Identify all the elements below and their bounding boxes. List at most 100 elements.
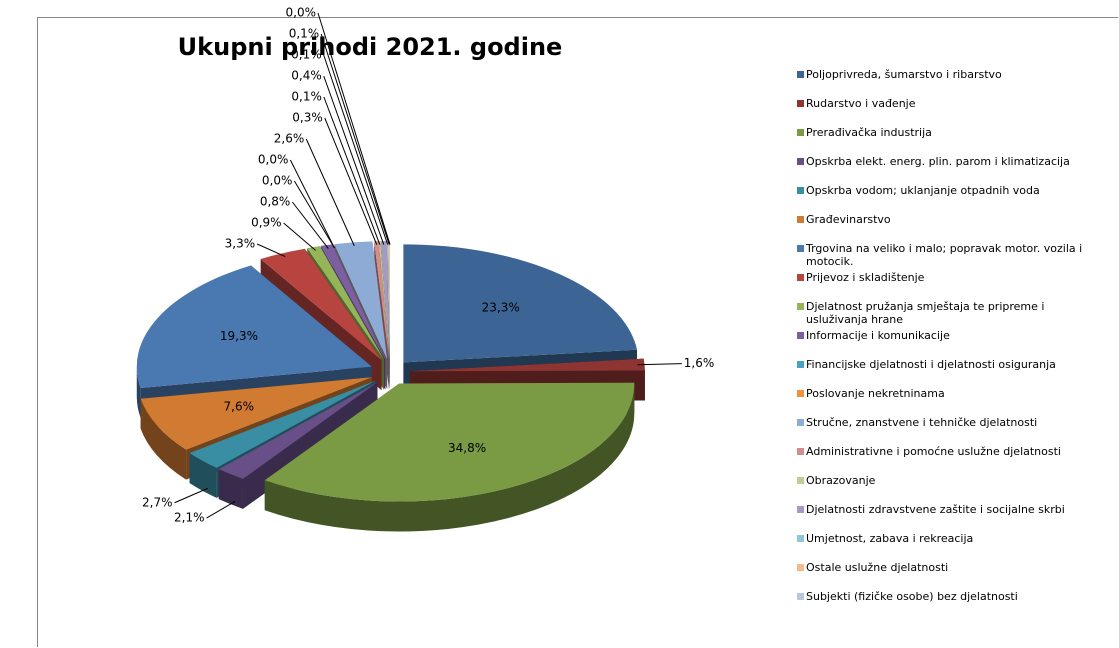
leader-line	[320, 33, 390, 245]
leader-line	[293, 180, 335, 249]
leader-line	[323, 96, 381, 245]
legend-label: Poljoprivreda, šumarstvo i ribarstvo	[806, 68, 1002, 81]
legend-item: Stručne, znanstvene i tehničke djelatnos…	[797, 416, 1106, 429]
legend-item: Obrazovanje	[797, 474, 1106, 487]
slice-wall	[140, 398, 187, 480]
legend-label: Rudarstvo i vađenje	[806, 97, 916, 110]
leader-line	[323, 75, 385, 245]
legend-swatch	[797, 448, 804, 455]
leader-line	[317, 12, 391, 245]
chart-frame	[37, 17, 1118, 647]
leader-line	[206, 501, 236, 519]
leader-line	[291, 201, 329, 249]
legend-label: Prerađivačka industrija	[806, 126, 932, 139]
legend-label: Administrativne i pomoćne uslužne djelat…	[806, 445, 1061, 458]
slice	[264, 382, 635, 502]
legend-item: Građevinarstvo	[797, 213, 1106, 226]
slice-wall	[189, 453, 217, 498]
leader-line	[256, 243, 286, 257]
slice	[374, 241, 389, 360]
data-label: 0,0%	[258, 153, 289, 167]
slice	[386, 241, 390, 360]
legend-swatch	[797, 274, 804, 281]
legend-swatch	[797, 361, 804, 368]
chart-title: Ukupni prihodi 2021. godine	[178, 33, 563, 61]
legend-swatch	[797, 216, 804, 223]
data-label: 0,8%	[260, 195, 291, 209]
data-label: 34,8%	[448, 441, 486, 455]
leader-line	[289, 159, 335, 249]
slice	[378, 241, 390, 360]
leader-line	[637, 363, 682, 366]
data-label: 2,7%	[142, 495, 173, 509]
slice	[388, 241, 390, 360]
legend-label: Ostale uslužne djelatnosti	[806, 561, 949, 574]
legend-label: Djelatnost pružanja smještaja te priprem…	[806, 300, 1045, 326]
slice	[140, 377, 372, 450]
slice-side	[189, 380, 376, 484]
data-label: 2,1%	[174, 511, 205, 525]
data-label: 0,0%	[286, 6, 317, 20]
legend-item: Ostale uslužne djelatnosti	[797, 561, 1106, 574]
legend-item: Prijevoz i skladištenje	[797, 271, 1106, 284]
slice-side	[218, 382, 378, 500]
leader-line	[324, 117, 378, 245]
data-label: 0,9%	[251, 216, 282, 230]
legend-label: Financijske djelatnosti i djelatnosti os…	[806, 358, 1056, 371]
leader-line	[305, 138, 355, 247]
legend-item: Trgovina na veliko i malo; popravak moto…	[797, 242, 1106, 268]
slice	[218, 382, 378, 479]
slice	[260, 248, 382, 361]
legend-swatch	[797, 535, 804, 542]
data-label: 3,3%	[225, 237, 256, 251]
legend-item: Rudarstvo i vađenje	[797, 97, 1106, 110]
data-label: 23,3%	[482, 300, 520, 314]
legend-swatch	[797, 506, 804, 513]
slice-wall	[218, 469, 243, 509]
legend-item: Informacije i komunikacije	[797, 329, 1106, 342]
legend-swatch	[797, 129, 804, 136]
legend-swatch	[797, 245, 804, 252]
legend-swatch	[797, 332, 804, 339]
legend-label: Opskrba elekt. energ. plin. parom i klim…	[806, 155, 1070, 168]
legend-swatch	[797, 100, 804, 107]
legend-label: Informacije i komunikacije	[806, 329, 950, 342]
legend-label: Stručne, znanstvene i tehničke djelatnos…	[806, 416, 1038, 429]
slice	[334, 241, 388, 360]
data-label: 1,6%	[684, 356, 715, 370]
legend-swatch	[797, 187, 804, 194]
slice	[409, 358, 645, 372]
legend-item: Opskrba vodom; uklanjanje otpadnih voda	[797, 184, 1106, 197]
legend-label: Građevinarstvo	[806, 213, 891, 226]
labels: 23,3% 1,6% 34,8% 2,1%2,7% 7,6% 19,3% 3,3% 0,9% 0…	[142, 6, 714, 525]
legend-item: Subjekti (fizičke osobe) bez djelatnosti	[797, 590, 1106, 603]
legend-item: Financijske djelatnosti i djelatnosti os…	[797, 358, 1106, 371]
tops	[136, 241, 645, 502]
legend-swatch	[797, 419, 804, 426]
leader-line	[283, 222, 316, 251]
data-label: 0,1%	[291, 48, 322, 62]
legend-item: Djelatnost pružanja smještaja te priprem…	[797, 300, 1106, 326]
legend-label: Djelatnosti zdravstvene zaštite i socija…	[806, 503, 1065, 516]
legend-swatch	[797, 71, 804, 78]
data-label: 0,1%	[291, 90, 322, 104]
legend-label: Prijevoz i skladištenje	[806, 271, 925, 284]
legend-swatch	[797, 303, 804, 310]
legend-item: Djelatnosti zdravstvene zaštite i socija…	[797, 503, 1106, 516]
legend-item: Administrativne i pomoćne uslužne djelat…	[797, 445, 1106, 458]
legend-label: Umjetnost, zabava i rekreacija	[806, 532, 974, 545]
slice-wall	[264, 383, 635, 532]
legend-label: Poslovanje nekretninama	[806, 387, 945, 400]
data-label: 0,1%	[289, 27, 320, 41]
legend-label: Subjekti (fizičke osobe) bez djelatnosti	[806, 590, 1018, 603]
legend-swatch	[797, 593, 804, 600]
data-label: 19,3%	[220, 329, 258, 343]
slice	[307, 246, 384, 360]
slice	[403, 244, 638, 363]
data-label: 7,6%	[224, 400, 255, 414]
legend-swatch	[797, 564, 804, 571]
data-label: 2,6%	[274, 132, 305, 146]
legend-label: Opskrba vodom; uklanjanje otpadnih voda	[806, 184, 1040, 197]
